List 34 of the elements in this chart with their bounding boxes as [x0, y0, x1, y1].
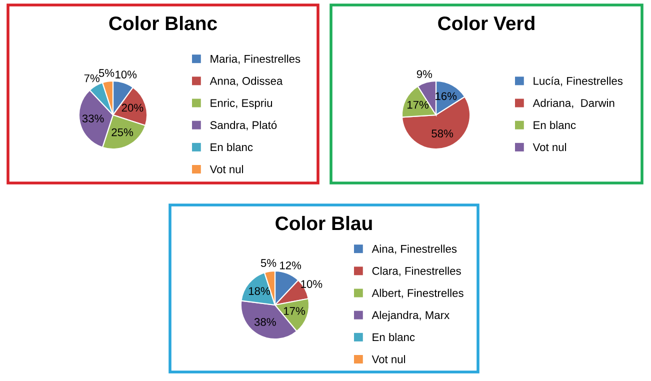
data-label: 20%: [122, 104, 144, 112]
data-label: 38%: [254, 318, 276, 326]
data-label: 58%: [432, 130, 454, 138]
data-label: 10%: [301, 280, 322, 288]
legend-label: Enric, Espriu: [210, 98, 272, 110]
data-label: 18%: [248, 287, 270, 295]
legend-label: En blanc: [372, 332, 415, 342]
legend-label: En blanc: [210, 142, 253, 152]
legend-label: Aina, Finestrelles: [372, 244, 457, 254]
text: Color Blanc: [109, 16, 217, 30]
legend-label: Alejandra, Marx: [372, 310, 450, 322]
data-label: 17%: [408, 100, 429, 109]
data-label: 12%: [280, 261, 302, 270]
data-label: 10%: [116, 70, 137, 78]
data-label: 17%: [284, 307, 305, 315]
data-label: 9%: [416, 70, 432, 78]
legend-label: Anna, Odissea: [210, 76, 283, 86]
legend-label: Lucía, Finestrelles: [534, 76, 623, 86]
data-label: 7%: [84, 74, 100, 82]
legend-label: En blanc: [534, 120, 576, 130]
legend-label: Clara, Finestrelles: [372, 266, 461, 276]
legend-label: Sandra, Plató: [210, 120, 277, 130]
chart-title: Color Verd: [438, 16, 534, 30]
legend-label: Maria, Finestrelles: [210, 54, 300, 64]
data-label: 5%: [260, 259, 276, 267]
legend-label: Vot nul: [532, 142, 566, 152]
legend-label: Adriana, Darwin: [532, 98, 614, 108]
legend-label: Albert, Finestrelles: [372, 288, 464, 298]
data-label: 33%: [82, 114, 104, 122]
legend-label: Vot nul: [210, 165, 244, 174]
data-label: 5%: [98, 69, 114, 77]
legend-label: Vot nul: [372, 355, 406, 364]
text: Color Blau: [276, 216, 372, 230]
data-label: 25%: [112, 128, 134, 136]
